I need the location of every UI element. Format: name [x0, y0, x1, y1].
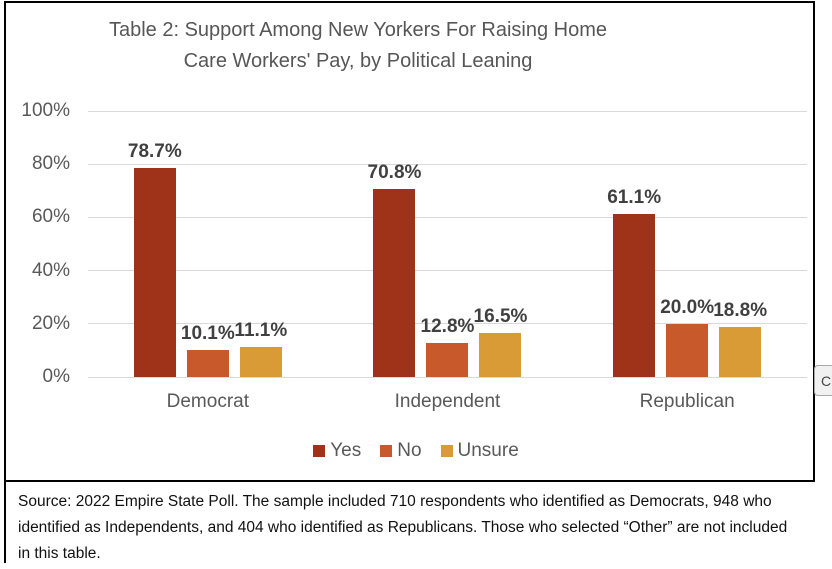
legend-label: Unsure [457, 440, 519, 461]
source-note-line-2: identified as Independents, and 404 who … [18, 519, 788, 536]
bar-independent-no [426, 342, 469, 377]
bar-wrap-democrat-yes: 78.7% [128, 111, 182, 377]
y-axis-tick-label: 80% [31, 153, 70, 175]
legend-item-yes: Yes [313, 440, 361, 462]
bar-democrat-unsure [239, 347, 282, 377]
bar-wrap-independent-no: 12.8% [421, 111, 474, 377]
legend-label: No [397, 440, 422, 461]
source-note-line-3: in this table. [18, 545, 101, 562]
x-axis-label-democrat: Democrat [166, 391, 249, 412]
chart-title: Table 2: Support Among New Yorkers For R… [0, 15, 716, 77]
bar-value-label: 10.1% [180, 323, 235, 345]
bar-value-label: 11.1% [234, 320, 288, 342]
y-gridline [88, 270, 807, 272]
bar-value-label: 16.5% [473, 306, 528, 328]
bar-democrat-no [186, 350, 229, 377]
y-gridline [88, 376, 807, 378]
bar-value-label: 70.8% [367, 161, 422, 183]
partial-popup[interactable]: C [814, 365, 832, 396]
partial-popup-label: C [821, 372, 832, 389]
x-axis-label-independent: Independent [394, 391, 501, 412]
bar-independent-unsure [479, 333, 522, 377]
bar-wrap-republican-unsure: 18.8% [713, 111, 767, 377]
bar-group-independent: 70.8% 12.8% 16.5% [328, 111, 568, 377]
y-axis-tick-label: 40% [31, 259, 70, 281]
bar-wrap-independent-yes: 70.8% [368, 111, 421, 377]
bar-group-democrat: 78.7% 10.1% 11.1% [88, 111, 328, 377]
bar-wrap-independent-unsure: 16.5% [474, 111, 527, 377]
bar-value-label: 61.1% [607, 187, 662, 209]
bar-value-label: 78.7% [127, 140, 182, 162]
source-note: Source: 2022 Empire State Poll. The samp… [6, 480, 815, 565]
bar-republican-unsure [719, 327, 762, 377]
bar-value-label: 18.8% [713, 300, 768, 321]
legend: Yes No Unsure [0, 440, 832, 462]
bar-democrat-yes [133, 167, 176, 377]
y-gridline [88, 110, 807, 112]
bar-wrap-democrat-unsure: 11.1% [234, 111, 287, 377]
legend-label: Yes [330, 440, 362, 461]
y-gridline [88, 216, 807, 218]
chart-title-line-1: Table 2: Support Among New Yorkers For R… [108, 19, 608, 41]
bar-independent-yes [373, 188, 416, 377]
bar-group-republican: 61.1% 20.0% 18.8% [567, 111, 807, 377]
legend-swatch-yes [313, 445, 326, 457]
y-axis-tick-label: 0% [42, 366, 70, 387]
bar-wrap-republican-yes: 61.1% [607, 111, 661, 377]
x-axis-label-republican: Republican [639, 391, 735, 412]
bar-wrap-republican-no: 20.0% [660, 111, 714, 377]
y-gridline [88, 323, 807, 325]
bar-republican-no [666, 323, 709, 377]
bar-value-label: 12.8% [420, 315, 475, 337]
bar-value-label: 20.0% [660, 296, 715, 318]
legend-item-unsure: Unsure [440, 440, 519, 462]
chart-title-line-2: Care Workers' Pay, by Political Leaning [183, 50, 533, 72]
y-axis-tick-label: 60% [31, 206, 70, 228]
legend-item-no: No [380, 440, 422, 462]
legend-swatch-no [380, 445, 393, 457]
y-gridline [88, 163, 807, 165]
source-note-line-1: Source: 2022 Empire State Poll. The samp… [18, 493, 772, 510]
bar-wrap-democrat-no: 10.1% [181, 111, 235, 377]
bar-republican-yes [613, 214, 656, 377]
y-axis-tick-label: 20% [31, 312, 70, 334]
legend-swatch-unsure [440, 445, 453, 457]
y-axis-tick-label: 100% [21, 100, 70, 121]
